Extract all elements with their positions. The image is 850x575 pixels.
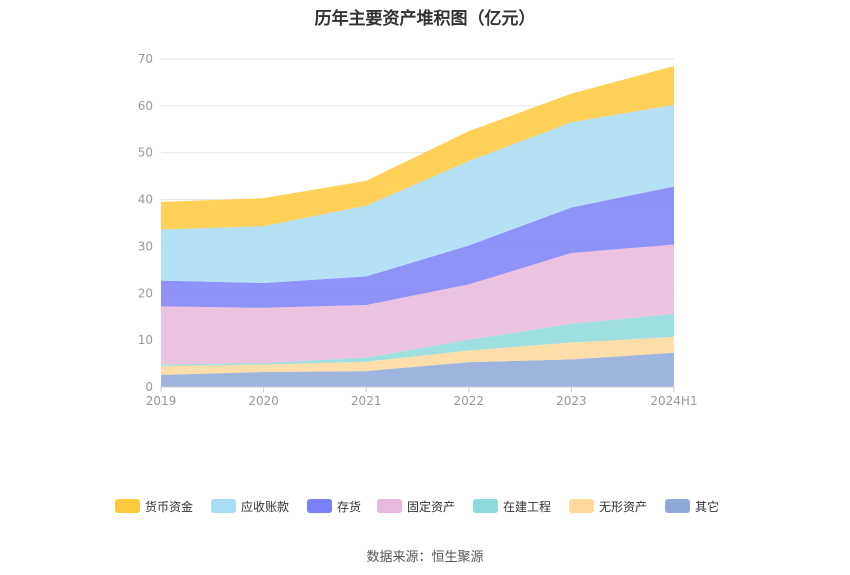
y-tick-label: 0 xyxy=(145,380,153,394)
legend-swatch xyxy=(569,499,594,513)
source-label: 数据来源：恒生聚源 xyxy=(366,550,484,565)
x-tick-label: 2022 xyxy=(454,394,485,408)
y-tick-label: 60 xyxy=(138,99,153,113)
legend-swatch xyxy=(665,499,690,513)
x-tick-label: 2024H1 xyxy=(650,394,697,408)
area-series-在建工程 xyxy=(161,313,674,366)
legend-swatch xyxy=(377,499,402,513)
legend-item[interactable]: 应收账款 xyxy=(211,496,289,516)
y-tick-label: 20 xyxy=(138,286,153,300)
y-tick-label: 10 xyxy=(138,333,153,347)
area-series-其它 xyxy=(161,352,674,387)
legend-label: 固定资产 xyxy=(407,499,456,514)
legend-item[interactable]: 固定资产 xyxy=(377,496,455,516)
legend-swatch xyxy=(307,499,332,513)
series-areas xyxy=(160,66,675,387)
x-tick-label: 2021 xyxy=(351,394,382,408)
x-tick-label: 2023 xyxy=(556,394,587,408)
legend-label: 应收账款 xyxy=(241,499,290,514)
legend-label: 在建工程 xyxy=(503,499,552,514)
area-series-货币资金 xyxy=(161,66,674,230)
legend-item[interactable]: 存货 xyxy=(307,496,361,516)
legend: 货币资金 应收账款 存货 固定资产 在建工程 无形资产 其它 xyxy=(0,496,850,516)
area-series-应收账款 xyxy=(161,104,674,283)
legend-item[interactable]: 其它 xyxy=(665,496,719,516)
y-tick-label: 70 xyxy=(138,52,153,66)
legend-swatch xyxy=(115,499,140,513)
legend-label: 货币资金 xyxy=(145,499,194,514)
chart-title: 历年主要资产堆积图（亿元） xyxy=(314,9,536,29)
legend-label: 存货 xyxy=(337,499,362,514)
y-tick-label: 50 xyxy=(138,146,153,160)
area-series-无形资产 xyxy=(161,336,674,375)
stacked-area-chart: 0 10 20 30 40 50 60 70 2019 2020 2021 2022 2023 2024H… xyxy=(138,52,698,408)
legend-label: 其它 xyxy=(695,499,720,514)
x-tick-label: 2019 xyxy=(146,394,177,408)
y-tick-label: 30 xyxy=(138,239,153,253)
area-series-固定资产 xyxy=(161,244,674,365)
legend-swatch xyxy=(473,499,498,513)
x-tick-label: 2020 xyxy=(248,394,279,408)
legend-label: 无形资产 xyxy=(599,499,648,514)
legend-item[interactable]: 无形资产 xyxy=(569,496,647,516)
legend-swatch xyxy=(211,499,236,513)
axes: 0 10 20 30 40 50 60 70 2019 2020 2021 2022 2023 2024H… xyxy=(138,52,698,408)
y-tick-label: 40 xyxy=(138,193,153,207)
legend-item[interactable]: 货币资金 xyxy=(115,496,193,516)
area-series-存货 xyxy=(161,186,674,308)
legend-item[interactable]: 在建工程 xyxy=(473,496,551,516)
